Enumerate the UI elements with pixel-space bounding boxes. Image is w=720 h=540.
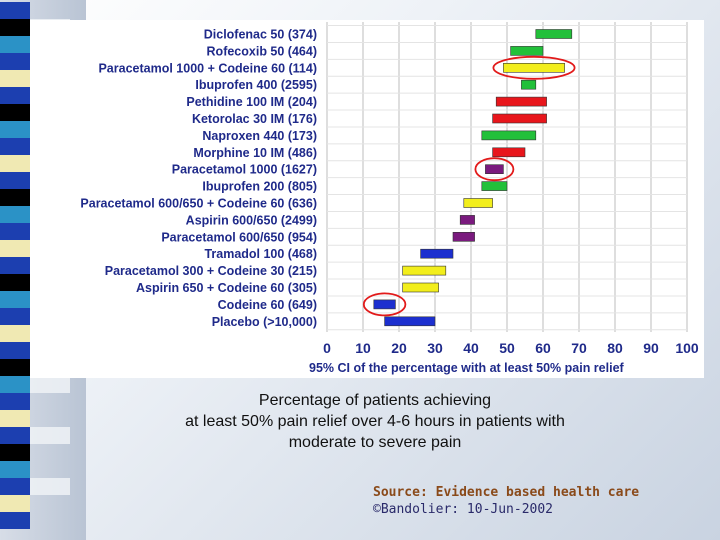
decorative-square <box>0 274 30 291</box>
decorative-square <box>0 121 30 138</box>
row-label: Tramadol 100 (468) <box>204 247 317 261</box>
source-credit-line: ©Bandolier: 10-Jun-2002 <box>373 502 554 517</box>
row-label: Codeine 60 (649) <box>218 298 317 312</box>
row-label: Diclofenac 50 (374) <box>204 28 317 42</box>
highlight-circles <box>362 55 576 317</box>
decorative-square <box>0 138 30 155</box>
row-label: Naproxen 440 (173) <box>202 129 317 143</box>
decorative-square <box>0 206 30 223</box>
ci-bar <box>463 198 493 208</box>
decorative-square <box>0 189 30 206</box>
ci-bar <box>420 248 454 259</box>
x-tick-label: 50 <box>499 340 515 356</box>
decorative-square <box>0 461 30 478</box>
ci-bar <box>481 130 537 141</box>
ci-bar <box>459 215 475 225</box>
decorative-square <box>0 495 30 512</box>
decorative-square <box>0 104 30 121</box>
ci-bar <box>521 79 537 90</box>
ci-interval-chart: Diclofenac 50 (374) Rofecoxib 50 (464) Par… <box>80 22 699 375</box>
row-label: Placebo (>10,000) <box>212 315 317 329</box>
decorative-square <box>0 19 30 36</box>
highlight-circle <box>362 292 407 317</box>
highlight-circle <box>474 157 515 182</box>
x-axis-ticks: 0 10 20 30 40 50 60 70 80 90 100 <box>323 340 699 356</box>
x-tick-label: 70 <box>571 340 587 356</box>
row-label: Paracetamol 600/650 (954) <box>161 230 317 244</box>
ci-bar <box>402 282 439 293</box>
source-credit: Source: Evidence based health care ©Band… <box>373 484 639 518</box>
ci-bar <box>481 181 508 191</box>
decorative-square <box>0 70 30 87</box>
row-label: Paracetamol 1000 + Codeine 60 (114) <box>98 61 317 75</box>
row-label: Morphine 10 IM (486) <box>193 146 317 160</box>
x-tick-label: 100 <box>675 340 699 356</box>
decorative-square <box>0 240 30 257</box>
ci-bar <box>485 164 504 174</box>
decorative-square <box>0 36 30 53</box>
decorative-square <box>0 359 30 376</box>
chart-caption: Percentage of patients achieving at leas… <box>140 390 610 453</box>
highlight-circle <box>492 55 576 80</box>
caption-line-3: moderate to severe pain <box>288 434 462 451</box>
decorative-square <box>0 512 30 529</box>
row-label: Paracetamol 600/650 + Codeine 60 (636) <box>80 197 317 211</box>
row-label: Paracetamol 1000 (1627) <box>172 163 317 177</box>
decorative-square <box>0 155 30 172</box>
decorative-square <box>30 478 70 495</box>
decorative-square <box>0 478 30 495</box>
decorative-square <box>0 308 30 325</box>
decorative-square <box>0 87 30 104</box>
ci-bar <box>492 147 526 158</box>
decorative-square <box>0 291 30 308</box>
row-label: Rofecoxib 50 (464) <box>207 44 317 58</box>
ci-bar <box>373 299 396 310</box>
row-labels: Diclofenac 50 (374) Rofecoxib 50 (464) Par… <box>80 28 317 329</box>
row-label: Paracetamol 300 + Codeine 30 (215) <box>105 264 317 278</box>
decorative-square <box>0 427 30 444</box>
decorative-square <box>0 393 30 410</box>
x-tick-label: 60 <box>535 340 551 356</box>
decorative-square <box>0 172 30 189</box>
decorative-square <box>0 223 30 240</box>
x-tick-label: 0 <box>323 340 331 356</box>
ci-bar <box>503 62 565 73</box>
decorative-square <box>0 2 30 19</box>
row-label: Ketorolac 30 IM (176) <box>192 112 317 126</box>
x-tick-label: 90 <box>643 340 659 356</box>
x-axis-title: 95% CI of the percentage with at least 5… <box>309 361 625 375</box>
row-label: Pethidine 100 IM (204) <box>186 95 317 109</box>
x-tick-label: 40 <box>463 340 479 356</box>
row-label: Ibuprofen 200 (805) <box>202 180 317 194</box>
source-title: Source: Evidence based health care <box>373 485 640 500</box>
decorative-square <box>0 257 30 274</box>
row-label: Aspirin 650 + Codeine 60 (305) <box>136 281 317 295</box>
decorative-square <box>0 444 30 461</box>
ci-bar <box>384 316 436 327</box>
ci-bar <box>492 113 547 124</box>
decorative-square <box>0 53 30 70</box>
row-label: Ibuprofen 400 (2595) <box>195 78 317 92</box>
ci-bar <box>402 265 447 276</box>
decorative-square <box>0 376 30 393</box>
decorative-square <box>0 410 30 427</box>
x-tick-label: 30 <box>427 340 443 356</box>
x-tick-label: 80 <box>607 340 623 356</box>
caption-line-1: Percentage of patients achieving <box>258 392 492 409</box>
chart-panel: Diclofenac 50 (374) Rofecoxib 50 (464) Par… <box>30 20 704 378</box>
caption-line-2: at least 50% pain relief over 4-6 hours … <box>185 413 565 430</box>
row-label: Aspirin 600/650 (2499) <box>186 213 317 227</box>
x-tick-label: 20 <box>391 340 407 356</box>
ci-bar <box>495 96 547 107</box>
decorative-square <box>0 342 30 359</box>
decorative-square <box>0 325 30 342</box>
ci-bar <box>535 29 573 39</box>
ci-bar <box>452 232 475 242</box>
x-tick-label: 10 <box>355 340 371 356</box>
ci-bar <box>510 46 544 56</box>
ci-bars <box>373 29 573 327</box>
decorative-square <box>30 427 70 444</box>
decorative-square <box>30 376 70 393</box>
